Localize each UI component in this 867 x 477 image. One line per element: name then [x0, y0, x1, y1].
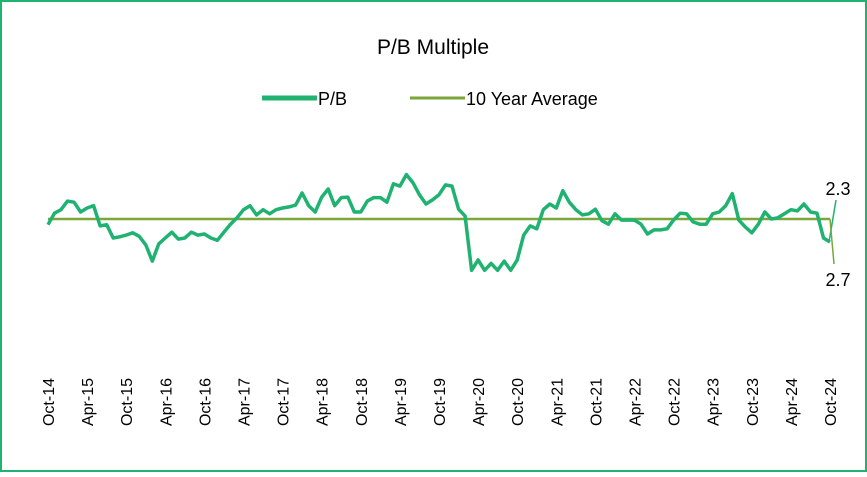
leader-line	[829, 218, 835, 265]
x-tick-label: Oct-20	[510, 378, 527, 426]
x-tick-label: Apr-18	[315, 378, 332, 426]
x-tick-label: Oct-18	[354, 378, 371, 426]
x-tick-label: Apr-21	[549, 378, 566, 426]
x-tick-label: Oct-22	[667, 378, 684, 426]
x-tick-label: Oct-16	[197, 378, 214, 426]
x-tick-label: Oct-19	[432, 378, 449, 426]
x-tick-label: Apr-16	[158, 378, 175, 426]
x-tick-label: Oct-21	[588, 378, 605, 426]
legend-label: P/B	[318, 89, 347, 109]
series-line	[46, 172, 831, 273]
x-tick-label: Oct-17	[276, 378, 293, 426]
legend-label: 10 Year Average	[466, 89, 598, 109]
x-tick-label: Apr-19	[393, 378, 410, 426]
x-tick-label: Apr-24	[784, 378, 801, 426]
x-tick-label: Apr-15	[80, 378, 97, 426]
x-tick-label: Apr-20	[471, 378, 488, 426]
x-tick-label: Oct-23	[745, 378, 762, 426]
chart-title: P/B Multiple	[377, 36, 489, 59]
leader-line	[828, 199, 837, 243]
x-tick-label: Apr-23	[706, 378, 723, 426]
x-tick-label: Apr-17	[237, 378, 254, 426]
data-label: 2.3	[825, 179, 850, 199]
x-tick-label: Apr-22	[628, 378, 645, 426]
x-tick-label: Oct-24	[823, 378, 840, 426]
x-tick-label: Oct-15	[119, 378, 136, 426]
x-tick-label: Oct-14	[41, 378, 58, 426]
data-label: 2.7	[825, 270, 850, 290]
